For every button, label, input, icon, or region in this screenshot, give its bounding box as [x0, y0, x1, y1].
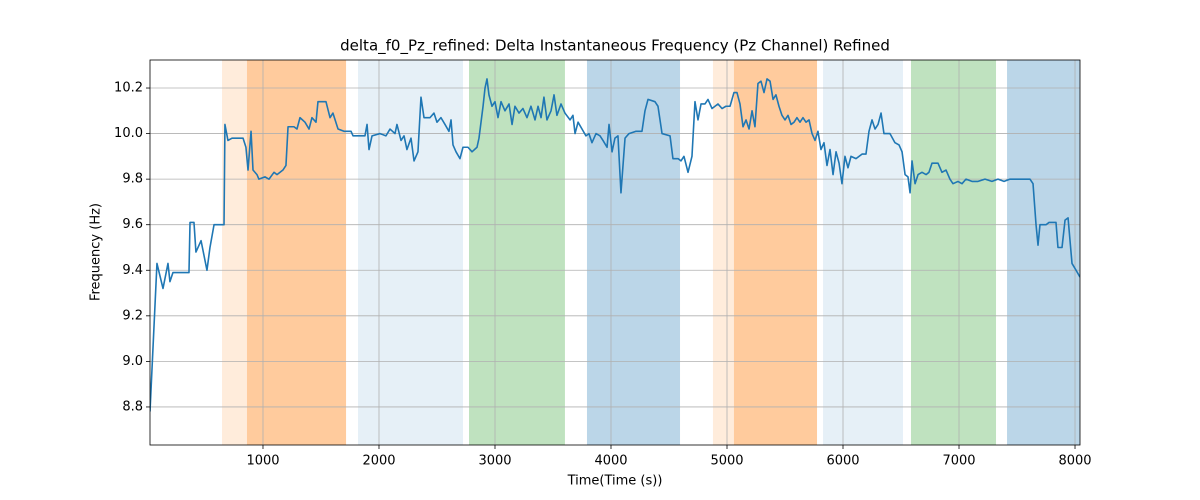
- x-tick-label: 6000: [826, 454, 859, 469]
- shaded-span: [586, 60, 681, 445]
- y-tick-label: 10.2: [114, 81, 143, 96]
- x-tick-label: 7000: [942, 454, 975, 469]
- y-tick-label: 10.0: [114, 126, 143, 141]
- shaded-span: [733, 60, 818, 445]
- x-tick-label: 2000: [362, 454, 395, 469]
- y-tick-label: 9.2: [122, 308, 143, 323]
- shaded-span: [1007, 60, 1080, 445]
- y-tick-label: 9.0: [122, 354, 143, 369]
- lines: [150, 78, 1080, 412]
- grid: [150, 60, 1080, 445]
- shaded-span: [823, 60, 903, 445]
- x-axis-label: Time(Time (s)): [567, 474, 663, 489]
- x-tick-label: 1000: [246, 454, 279, 469]
- shaded-span: [712, 60, 818, 445]
- shaded-span: [222, 60, 347, 445]
- shaded-span: [910, 60, 997, 445]
- x-tick-label: 5000: [710, 454, 743, 469]
- x-tick-label: 4000: [594, 454, 627, 469]
- labels: 1000 2000 3000 4000 5000 6000 7000 8000 8.8 9.0 9.…: [114, 81, 1092, 469]
- x-tick-label: 8000: [1058, 454, 1091, 469]
- y-axis-label: Frequency (Hz): [89, 203, 104, 301]
- data-line: [150, 78, 1080, 412]
- spans: [222, 60, 1080, 445]
- y-tick-label: 9.6: [122, 217, 143, 232]
- x-tick-label: 3000: [478, 454, 511, 469]
- shaded-span: [246, 60, 347, 445]
- plot-frame: [149, 59, 1081, 446]
- y-tick-label: 9.4: [122, 263, 143, 278]
- shaded-span: [469, 60, 565, 445]
- y-tick-label: 8.8: [122, 399, 143, 414]
- y-tick-label: 9.8: [122, 172, 143, 187]
- shaded-span: [357, 60, 463, 445]
- chart-title: delta_f0_Pz_refined: Delta Instantaneous…: [340, 37, 890, 56]
